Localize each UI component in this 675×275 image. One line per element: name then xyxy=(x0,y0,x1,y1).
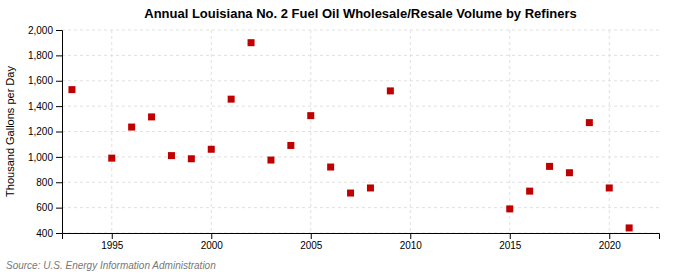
annotation: Source: U.S. Energy Information Administ… xyxy=(6,260,216,271)
tick-mark xyxy=(211,233,212,239)
tick-label: 800 xyxy=(36,177,53,188)
tick-label: 2010 xyxy=(400,240,423,251)
point xyxy=(626,224,633,231)
y-axis: 400 600 800 1,000 1,200 1,400 1,600 1,800 2,000 xyxy=(28,25,63,239)
tick-label: 1,000 xyxy=(28,152,53,163)
grid-line xyxy=(509,30,510,233)
tick-label: 2,000 xyxy=(28,25,53,36)
tick-label: 1,400 xyxy=(28,101,53,112)
tick-mark xyxy=(56,30,62,31)
point xyxy=(526,188,533,195)
tick-label: 1995 xyxy=(101,240,124,251)
tick: 1,400 xyxy=(28,101,62,112)
tick-mark xyxy=(56,182,62,183)
tick-mark xyxy=(56,55,62,56)
grid-line xyxy=(62,55,659,56)
tick-mark xyxy=(56,106,62,107)
grid-line xyxy=(62,30,659,31)
chart: 1995 2000 2005 2010 2015 2020 400 600 800 1,000 1,… xyxy=(0,0,675,275)
point xyxy=(168,152,175,159)
grid-line xyxy=(62,106,659,107)
tick-label: 400 xyxy=(36,228,53,239)
point xyxy=(387,87,394,94)
point xyxy=(208,146,215,153)
plot: 1995 2000 2005 2010 2015 2020 400 600 800 1,000 1,… xyxy=(28,25,660,251)
tick-mark xyxy=(56,132,62,133)
point xyxy=(347,190,354,197)
point xyxy=(228,96,235,103)
tick-label: 2000 xyxy=(201,240,224,251)
point xyxy=(327,164,334,171)
tick-label: 2015 xyxy=(499,240,522,251)
title: Annual Louisiana No. 2 Fuel Oil Wholesal… xyxy=(144,6,576,21)
grid-line xyxy=(609,30,610,233)
point xyxy=(148,113,155,120)
tick: 2015 xyxy=(499,233,522,251)
point xyxy=(506,205,513,212)
tick-mark xyxy=(112,233,113,239)
y-axis-title: Thousand Gallons per Day xyxy=(4,66,16,197)
tick: 2000 xyxy=(201,233,224,251)
point xyxy=(606,184,613,191)
tick: 400 xyxy=(36,228,62,239)
point xyxy=(248,39,255,46)
x-axis: 1995 2000 2005 2010 2015 2020 xyxy=(63,233,660,251)
tick-mark xyxy=(510,233,511,239)
point xyxy=(307,112,314,119)
tick-label: 1,200 xyxy=(28,126,53,137)
tick: 1,000 xyxy=(28,152,62,163)
tick-mark xyxy=(56,208,62,209)
tick: 2005 xyxy=(300,233,323,251)
point xyxy=(128,124,135,131)
tick: 600 xyxy=(36,202,62,213)
axis-line xyxy=(56,31,63,234)
tick: 800 xyxy=(36,177,62,188)
tick-mark xyxy=(410,233,411,239)
tick-label: 600 xyxy=(36,202,53,213)
point xyxy=(267,157,274,164)
grid xyxy=(62,30,659,233)
grid-line xyxy=(62,131,659,132)
tick: 2,000 xyxy=(28,25,62,36)
tick: 1995 xyxy=(101,233,124,251)
points xyxy=(68,39,632,231)
point xyxy=(566,169,573,176)
tick-label: 2005 xyxy=(300,240,323,251)
point xyxy=(68,86,75,93)
point xyxy=(586,119,593,126)
axis-line xyxy=(63,234,660,240)
tick: 2020 xyxy=(599,233,622,251)
point xyxy=(367,184,374,191)
grid-line xyxy=(62,156,659,157)
tick-mark xyxy=(56,233,62,234)
tick-label: 2020 xyxy=(599,240,622,251)
tick-mark xyxy=(311,233,312,239)
tick: 1,200 xyxy=(28,126,62,137)
grid-line xyxy=(111,30,112,233)
tick: 1,800 xyxy=(28,50,62,61)
point xyxy=(287,142,294,149)
grid-line xyxy=(410,30,411,233)
tick-mark xyxy=(609,233,610,239)
grid-line xyxy=(62,207,659,208)
grid-line xyxy=(62,80,659,81)
point xyxy=(188,155,195,162)
tick: 1,600 xyxy=(28,75,62,86)
point xyxy=(108,155,115,162)
point xyxy=(546,163,553,170)
tick: 2010 xyxy=(400,233,423,251)
grid-line xyxy=(310,30,311,233)
tick-mark xyxy=(56,81,62,82)
grid-line xyxy=(62,182,659,183)
grid-line xyxy=(211,30,212,233)
tick-mark xyxy=(56,157,62,158)
tick-label: 1,800 xyxy=(28,50,53,61)
tick-label: 1,600 xyxy=(28,75,53,86)
